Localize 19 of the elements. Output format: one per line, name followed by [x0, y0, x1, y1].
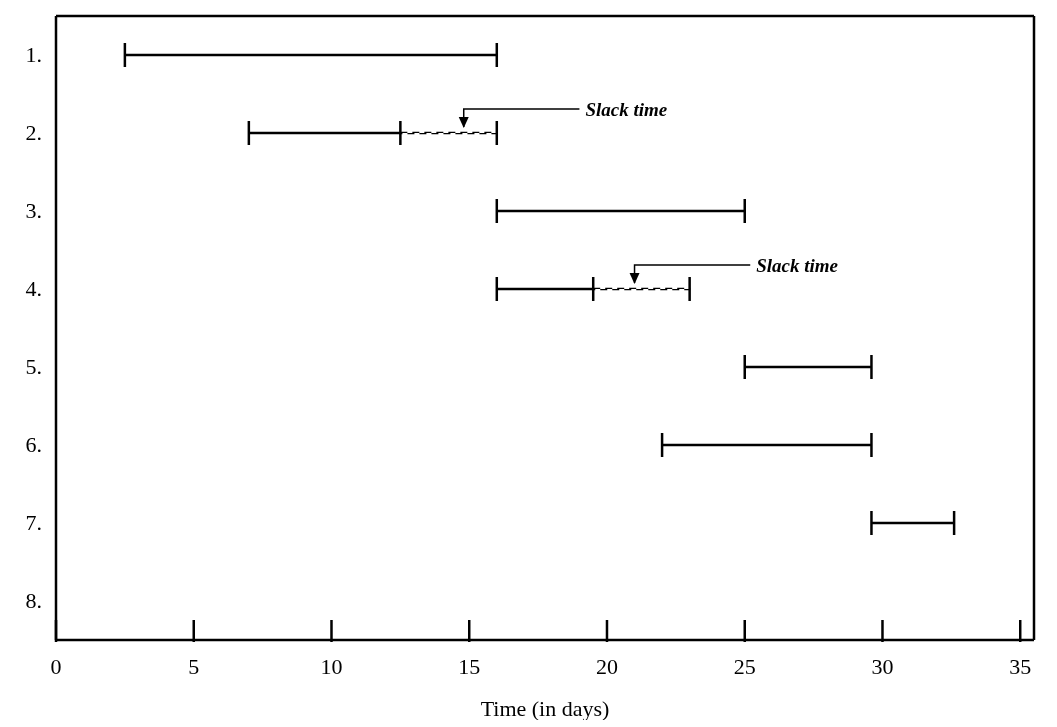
y-tick-label: 7. — [25, 510, 42, 535]
x-axis-title: Time (in days) — [480, 696, 610, 721]
y-tick-label: 2. — [25, 120, 42, 145]
y-tick-label: 8. — [25, 588, 42, 613]
x-tick-label: 30 — [871, 654, 894, 679]
y-tick-label: 6. — [25, 432, 42, 457]
x-tick-label: 25 — [733, 654, 756, 679]
x-tick-label: 0 — [50, 654, 62, 679]
x-tick-label: 20 — [595, 654, 618, 679]
x-tick-label: 10 — [320, 654, 343, 679]
x-tick-label: 15 — [458, 654, 481, 679]
y-tick-label: 1. — [25, 42, 42, 67]
y-tick-label: 5. — [25, 354, 42, 379]
annotation: Slack time — [756, 255, 839, 276]
x-tick-label: 35 — [1009, 654, 1032, 679]
x-tick-label: 5 — [188, 654, 200, 679]
y-tick-label: 4. — [25, 276, 42, 301]
annotation: Slack time — [585, 99, 668, 120]
y-tick-label: 3. — [25, 198, 42, 223]
